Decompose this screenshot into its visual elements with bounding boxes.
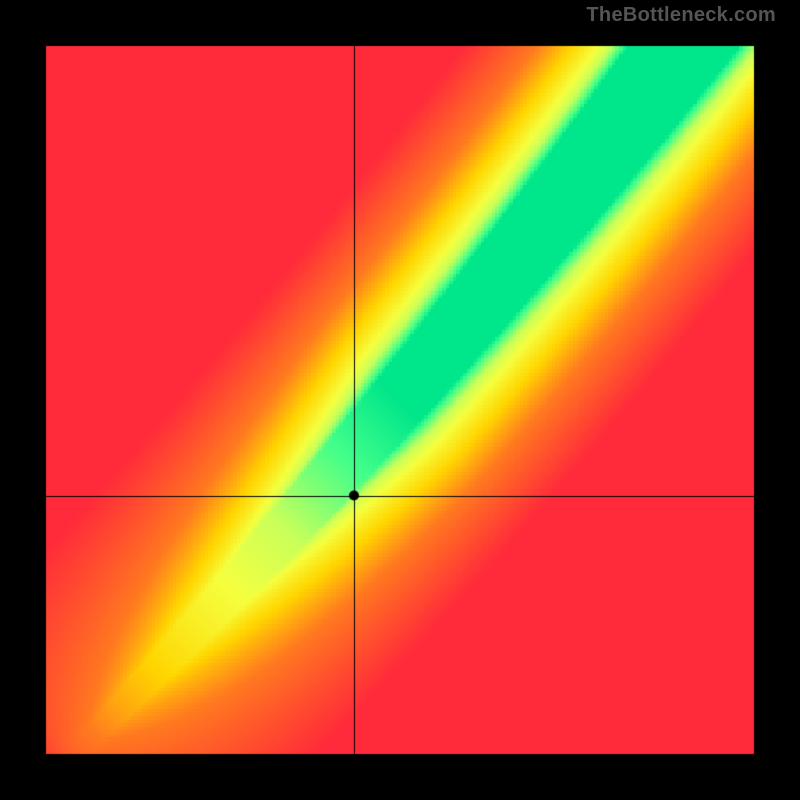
heatmap-canvas [0, 0, 800, 800]
chart-container: TheBottleneck.com [0, 0, 800, 800]
watermark-label: TheBottleneck.com [586, 4, 776, 27]
